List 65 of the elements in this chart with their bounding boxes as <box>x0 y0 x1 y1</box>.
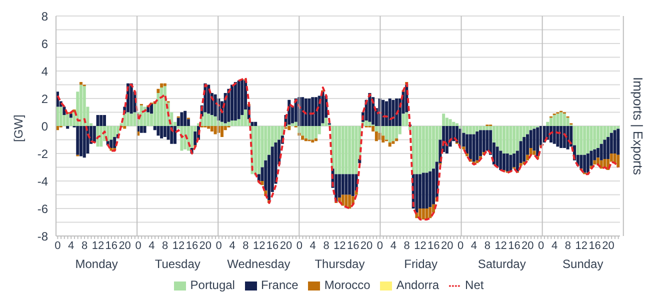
x-tick-label: 4 <box>148 240 155 252</box>
x-tick-label: 20 <box>602 240 614 252</box>
x-tick-label: 20 <box>360 240 373 252</box>
y-tick-label: -8 <box>37 229 48 244</box>
x-tick-label: 8 <box>484 240 490 252</box>
x-tick-label: 16 <box>428 240 440 252</box>
y-axis-title: [GW] <box>11 114 26 142</box>
legend-label: Portugal <box>190 278 235 292</box>
x-tick-label: 8 <box>242 240 249 252</box>
x-tick-label: 8 <box>564 240 572 252</box>
y-tick-label: -4 <box>37 174 48 188</box>
text: Monday <box>75 257 118 271</box>
y-tick-label: -6 <box>37 202 48 216</box>
x-tick-label: 16 <box>508 240 520 252</box>
text: Thursday <box>314 257 365 271</box>
y-tick-label: 8 <box>41 9 48 24</box>
x-tick-label: 16 <box>266 240 279 252</box>
text: Friday <box>404 257 438 271</box>
x-tick-label: 4 <box>470 240 478 252</box>
y-tick-label: 2 <box>41 92 48 106</box>
x-tick-label: 4 <box>310 240 316 252</box>
x-tick-label: 12 <box>414 240 426 252</box>
x-tick-label: 12 <box>92 240 104 252</box>
x-tick-label: 12 <box>252 240 266 252</box>
x-tick-label: 16 <box>105 240 118 252</box>
x-tick-label: 12 <box>494 240 507 252</box>
text: Wednesday <box>227 257 290 271</box>
x-tick-label: 20 <box>440 240 454 252</box>
x-tick-label: 16 <box>588 240 601 252</box>
legend-label: Morocco <box>324 278 370 292</box>
x-tick-label: 20 <box>280 240 292 252</box>
x-tick-label: 12 <box>172 240 185 252</box>
y-tick-label: 6 <box>41 36 48 51</box>
x-tick-label: 0 <box>538 240 544 252</box>
x-tick-label: 0 <box>216 240 222 252</box>
x-tick-label: 4 <box>229 240 236 252</box>
x-tick-label: 8 <box>81 240 88 252</box>
x-tick-label: 8 <box>323 240 330 252</box>
x-tick-label: 0 <box>296 240 302 252</box>
text: Saturday <box>478 257 526 271</box>
x-tick-label: 0 <box>376 240 384 252</box>
text: Sunday <box>562 257 604 271</box>
x-tick-label: 0 <box>135 240 142 252</box>
legend-label: Andorra <box>396 278 440 292</box>
x-tick-label: 20 <box>522 240 534 252</box>
x-tick-label: 8 <box>162 240 168 252</box>
legend-label: Net <box>465 278 484 292</box>
legend-label: France <box>260 278 298 292</box>
x-tick-label: 12 <box>334 240 346 252</box>
x-tick-label: 20 <box>199 240 212 252</box>
x-tick-label: 16 <box>186 240 198 252</box>
text: Tuesday <box>154 257 200 271</box>
x-tick-label: 12 <box>575 240 588 252</box>
x-tick-label: 4 <box>390 240 396 252</box>
x-tick-label: 4 <box>551 240 558 252</box>
x-tick-label: 0 <box>457 240 464 252</box>
x-tick-label: 20 <box>118 240 131 252</box>
x-tick-label: 0 <box>54 240 61 252</box>
y2-axis-title: Imports | Exports <box>630 76 646 176</box>
y-tick-label: 4 <box>41 64 48 78</box>
y-tick-label: 0 <box>41 119 48 134</box>
x-tick-label: 4 <box>68 240 74 252</box>
y-tick-label: -2 <box>37 146 48 161</box>
x-tick-label: 8 <box>404 240 410 252</box>
x-tick-label: 16 <box>346 240 360 252</box>
